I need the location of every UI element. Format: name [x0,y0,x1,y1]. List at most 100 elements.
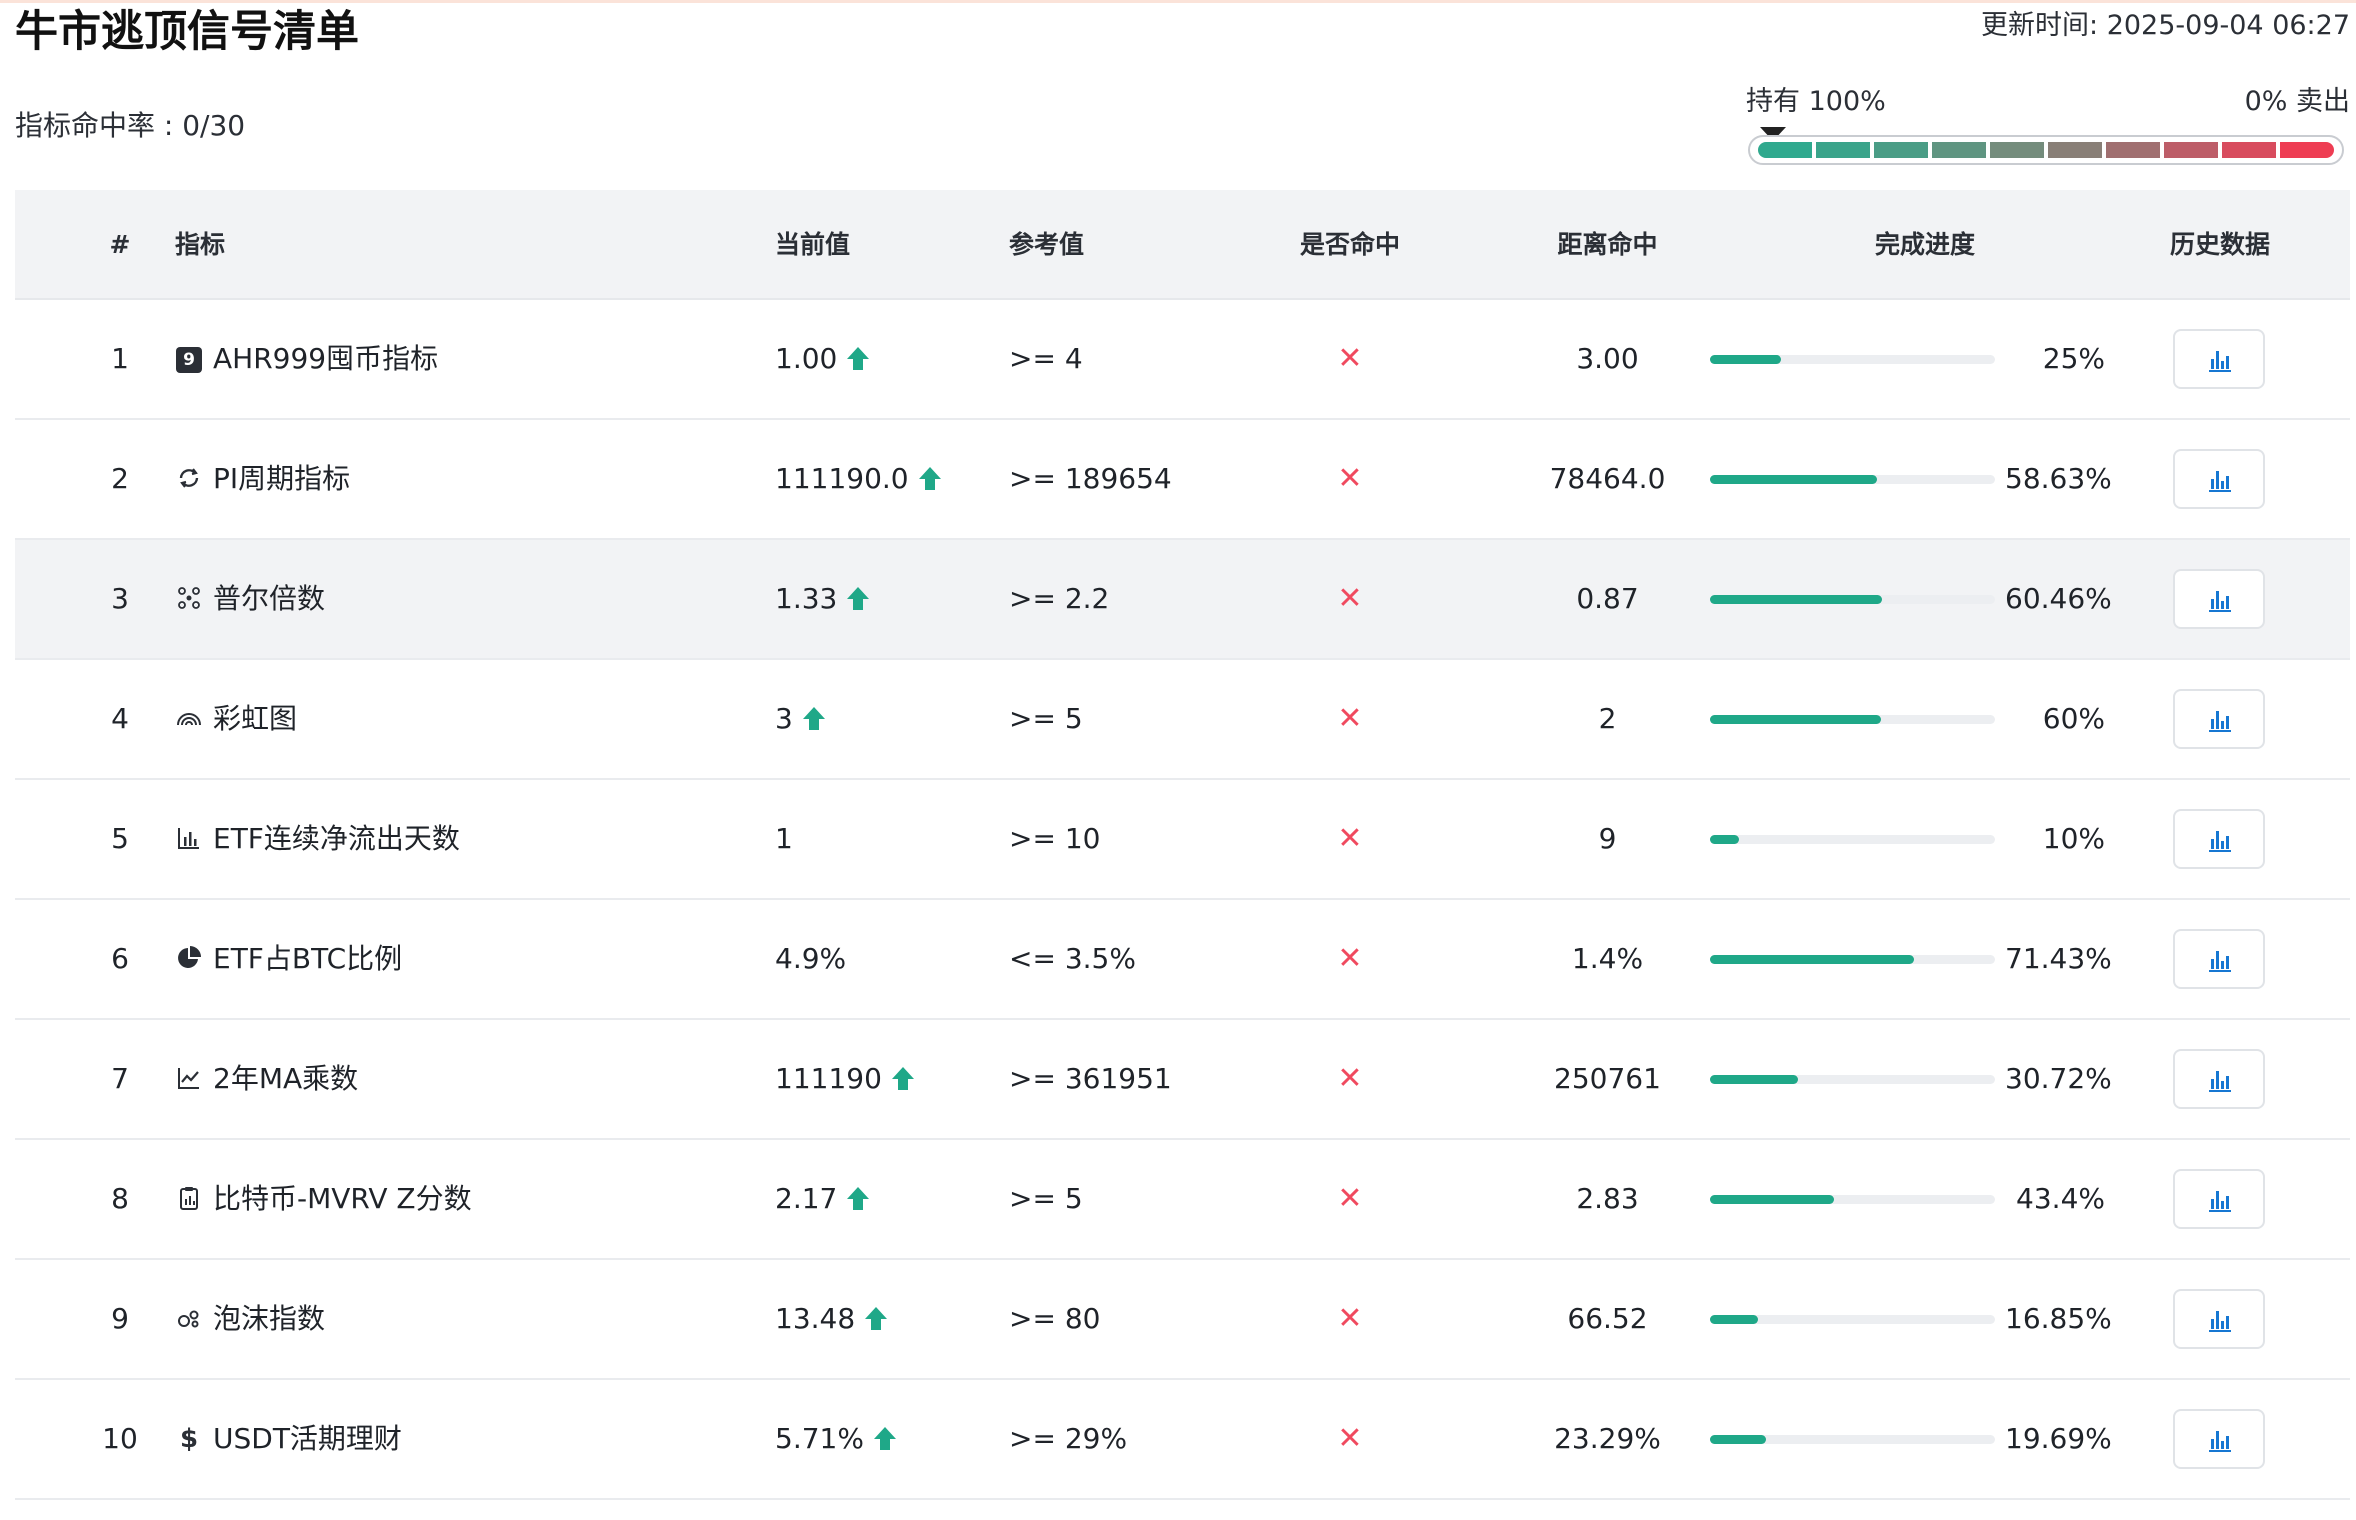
table-row: 3 普尔倍数 1.33 >= 2.2 ✕ 0.87 60.46% [15,540,2350,660]
signal-table: # 指标 当前值 参考值 是否命中 距离命中 完成进度 历史数据 1 9 AHR99… [15,190,2350,1500]
progress-bar [1710,955,1995,964]
col-name: 指标 [175,230,226,259]
miss-cross-icon: ✕ [1337,701,1363,736]
progress-fill [1710,355,1782,364]
gauge-segment [2222,142,2276,158]
trend-line-icon [175,1065,203,1093]
row-number: 3 [111,582,129,615]
history-chart-button[interactable] [2173,1289,2265,1349]
up-arrow-icon [847,347,870,371]
table-row: 8 比特币-MVRV Z分数 2.17 >= 5 ✕ 2.83 43.4% [15,1140,2350,1260]
distance-value: 2.83 [1576,1182,1639,1215]
progress-percent: 10% [2042,822,2105,855]
progress-percent: 60.46% [2005,582,2112,615]
history-chart-button[interactable] [2173,809,2265,869]
current-value: 4.9% [775,900,846,1018]
gauge-segment [1816,142,1870,158]
network-nodes-icon [175,585,203,613]
miss-cross-icon: ✕ [1337,341,1363,376]
distance-value: 66.52 [1567,1302,1648,1335]
top-accent-line [0,0,2356,3]
indicator-name: PI周期指标 [175,420,350,538]
miss-cross-icon: ✕ [1337,821,1363,856]
history-chart-button[interactable] [2173,689,2265,749]
row-number: 2 [111,462,129,495]
history-chart-button[interactable] [2173,1409,2265,1469]
distance-value: 9 [1598,822,1617,855]
row-number: 8 [111,1182,129,1215]
history-chart-button[interactable] [2173,1049,2265,1109]
distance-value: 1.4% [1571,942,1644,975]
indicator-label: 比特币-MVRV Z分数 [213,1182,472,1215]
history-chart-button[interactable] [2173,929,2265,989]
progress-bar [1710,1195,1995,1204]
progress-percent: 58.63% [2005,462,2112,495]
history-chart-button[interactable] [2173,1169,2265,1229]
indicator-name: ETF占BTC比例 [175,900,402,1018]
indicator-label: 泡沫指数 [213,1302,326,1335]
indicator-label: USDT活期理财 [213,1422,402,1455]
hold-sell-gauge [1748,135,2344,165]
current-value-text: 4.9% [775,942,847,975]
progress-percent: 30.72% [2005,1062,2112,1095]
current-value: 13.48 [775,1260,888,1378]
col-history: 历史数据 [2169,230,2270,259]
indicator-name: ETF连续净流出天数 [175,780,460,898]
gauge-segment [1990,142,2044,158]
gauge-segment [1758,142,1812,158]
miss-cross-icon: ✕ [1337,941,1363,976]
history-chart-button[interactable] [2173,449,2265,509]
current-value-text: 13.48 [775,1302,856,1335]
indicator-label: 普尔倍数 [213,582,326,615]
indicator-label: ETF连续净流出天数 [213,822,460,855]
table-row: 4 彩虹图 3 >= 5 ✕ 2 60% [15,660,2350,780]
row-number: 4 [111,702,129,735]
hit-rate: 指标命中率 : 0/30 [15,109,246,142]
row-number: 10 [102,1422,138,1455]
bar-chart-icon [175,825,203,853]
current-value: 2.17 [775,1140,870,1258]
miss-cross-icon: ✕ [1337,1181,1363,1216]
clipboard-icon [175,1185,203,1213]
up-arrow-icon [847,587,870,611]
miss-cross-icon: ✕ [1337,1421,1363,1456]
progress-percent: 16.85% [2005,1302,2112,1335]
distance-value: 2 [1598,702,1617,735]
progress-percent: 19.69% [2005,1422,2112,1455]
gauge-hold-label: 持有 100% [1746,86,1886,117]
current-value-text: 1 [775,822,793,855]
gauge-segment [2048,142,2102,158]
history-chart-button[interactable] [2173,569,2265,629]
bubbles-icon [175,1305,203,1333]
miss-cross-icon: ✕ [1337,461,1363,496]
indicator-name: 彩虹图 [175,660,297,778]
table-row: 10 $ USDT活期理财 5.71% >= 29% ✕ 23.29% 19.69% [15,1380,2350,1500]
col-distance: 距离命中 [1557,230,1658,259]
progress-bar [1710,475,1995,484]
current-value: 1 [775,780,793,898]
current-value-text: 1.33 [775,582,838,615]
reference-value: >= 5 [1009,702,1083,735]
table-row: 9 泡沫指数 13.48 >= 80 ✕ 66.52 16.85% [15,1260,2350,1380]
distance-value: 23.29% [1554,1422,1661,1455]
gauge-segment [1932,142,1986,158]
distance-value: 78464.0 [1549,462,1666,495]
progress-fill [1710,1435,1767,1444]
progress-fill [1710,1315,1759,1324]
distance-value: 250761 [1554,1062,1661,1095]
progress-bar [1710,835,1995,844]
progress-bar [1710,595,1995,604]
progress-bar [1710,1315,1995,1324]
miss-cross-icon: ✕ [1337,1301,1363,1336]
table-row: 5 ETF连续净流出天数 1 >= 10 ✕ 9 10% [15,780,2350,900]
gauge-segment [2164,142,2218,158]
indicator-name: 比特币-MVRV Z分数 [175,1140,472,1258]
reference-value: <= 3.5% [1009,942,1136,975]
indicator-name: 泡沫指数 [175,1260,325,1378]
current-value: 111190.0 [775,420,941,538]
indicator-label: PI周期指标 [213,462,351,495]
history-chart-button[interactable] [2173,329,2265,389]
row-number: 1 [111,342,129,375]
miss-cross-icon: ✕ [1337,581,1363,616]
current-value: 111190 [775,1020,914,1138]
